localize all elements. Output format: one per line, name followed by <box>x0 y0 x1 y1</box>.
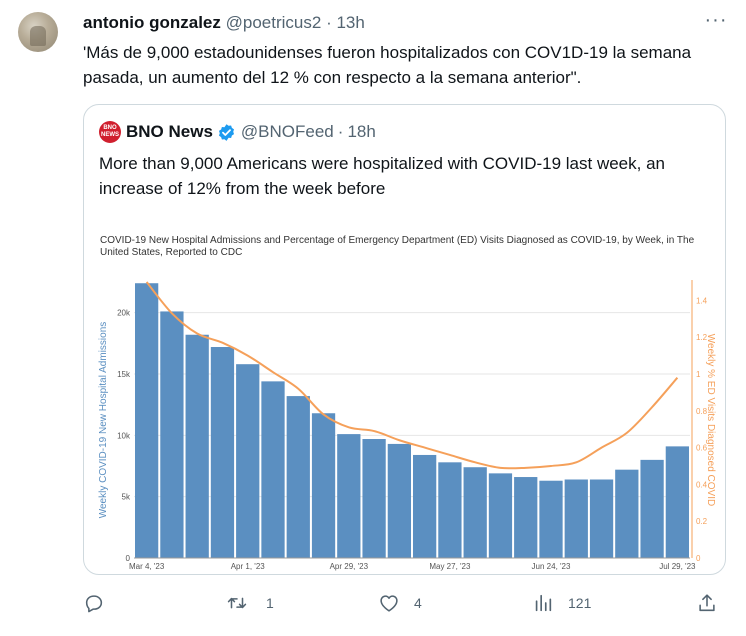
like-count: 4 <box>414 595 422 611</box>
bar <box>286 396 310 558</box>
retweet-count: 1 <box>266 595 274 611</box>
heart-icon <box>380 595 398 612</box>
tweet-text: 'Más de 9,000 estadounidenses fueron hos… <box>83 43 692 87</box>
bar <box>236 364 260 558</box>
logo-text-line1: BNO <box>103 125 117 131</box>
logo-text-line2: NEWS <box>101 132 119 138</box>
x-tick-label: May 27, '23 <box>429 562 471 571</box>
bar <box>210 347 235 558</box>
retweet-button[interactable]: 1 <box>226 590 274 616</box>
bar <box>261 381 285 558</box>
share-icon <box>699 594 715 612</box>
chart-image[interactable]: 0 5k 10k 15k 20k 0 0.2 0.4 0.6 0.8 1 1.2 1.4 Mar 4, '… <box>94 230 716 574</box>
quoted-author-name[interactable]: BNO News <box>126 122 213 141</box>
views-count: 121 <box>568 595 592 611</box>
reply-button[interactable] <box>83 590 121 616</box>
like-button[interactable]: 4 <box>378 590 422 616</box>
ed-visits-line <box>145 281 679 470</box>
author-handle[interactable]: @poetricus2 <box>225 13 322 32</box>
bar <box>387 443 411 558</box>
y-axis-title: Weekly COVID-19 New Hospital Admissions <box>98 322 109 519</box>
bno-logo[interactable]: BNO NEWS <box>99 121 121 143</box>
bar <box>413 454 437 558</box>
y-tick-label: 10k <box>117 431 131 440</box>
verified-badge-icon <box>218 123 234 141</box>
bar <box>160 311 184 558</box>
bar <box>514 477 538 558</box>
y2-tick-label: 1.4 <box>696 296 708 305</box>
x-tick-label: Apr 1, '23 <box>231 562 266 571</box>
y2-tick-label: 1 <box>696 370 701 379</box>
bar <box>539 480 563 558</box>
bar <box>589 479 614 558</box>
y2-axis-title: Weekly % ED Visits Diagnosed COVID <box>705 334 716 506</box>
share-button[interactable] <box>696 590 718 616</box>
chart-svg: 0 5k 10k 15k 20k 0 0.2 0.4 0.6 0.8 1 1.2 1.4 Mar 4, '… <box>98 280 716 571</box>
avatar[interactable] <box>18 12 58 52</box>
bar <box>438 462 462 558</box>
y-tick-label: 0 <box>126 554 131 563</box>
quoted-tweet-time[interactable]: 18h <box>347 122 376 141</box>
y2-tick-label: 0.2 <box>696 517 708 526</box>
bar <box>665 446 689 558</box>
x-tick-label: Jun 24, '23 <box>532 562 571 571</box>
views-button[interactable]: 121 <box>532 590 591 616</box>
chart-title: COVID-19 New Hospital Admissions and Per… <box>100 235 695 258</box>
y2-tick-label: 1.2 <box>696 333 708 342</box>
quoted-tweet-header: BNO NEWS BNO News @BNOFeed · 18h <box>99 120 376 144</box>
bar <box>337 434 361 558</box>
y2-tick-label: 0.4 <box>696 480 708 489</box>
x-tick-label: Apr 29, '23 <box>330 562 369 571</box>
bar <box>362 439 386 558</box>
quoted-tweet[interactable]: BNO NEWS BNO News @BNOFeed · 18h More th… <box>83 104 726 575</box>
y-tick-label: 20k <box>117 309 131 318</box>
retweet-icon <box>227 597 247 609</box>
quoted-tweet-text: More than 9,000 Americans were hospitali… <box>99 154 665 198</box>
x-tick-label: Jul 29, '23 <box>659 562 696 571</box>
y2-tick-label: 0 <box>696 554 701 563</box>
y-tick-label: 5k <box>122 493 131 502</box>
tweet-actions: 1 4 121 <box>0 590 746 620</box>
bar <box>135 283 159 558</box>
tweet-header: antonio gonzalez @poetricus2 · 13h <box>83 13 365 33</box>
author-name[interactable]: antonio gonzalez <box>83 13 221 32</box>
y-tick-label: 15k <box>117 370 131 379</box>
separator-dot: · <box>326 13 332 32</box>
bar <box>488 473 513 558</box>
more-options-icon[interactable]: ··· <box>704 9 728 31</box>
y2-tick-label: 0.6 <box>696 444 708 453</box>
reply-icon <box>85 595 103 613</box>
separator-dot: · <box>337 122 344 141</box>
x-tick-label: Mar 4, '23 <box>129 562 165 571</box>
bar <box>463 467 487 558</box>
bar <box>640 459 664 558</box>
views-chart-icon <box>535 594 552 612</box>
bar <box>615 469 639 558</box>
y2-tick-label: 0.8 <box>696 407 708 416</box>
bar <box>311 413 336 558</box>
bar <box>564 479 588 558</box>
tweet-time[interactable]: 13h <box>336 13 365 32</box>
bar <box>185 334 209 558</box>
quoted-author-handle[interactable]: @BNOFeed <box>240 122 334 141</box>
